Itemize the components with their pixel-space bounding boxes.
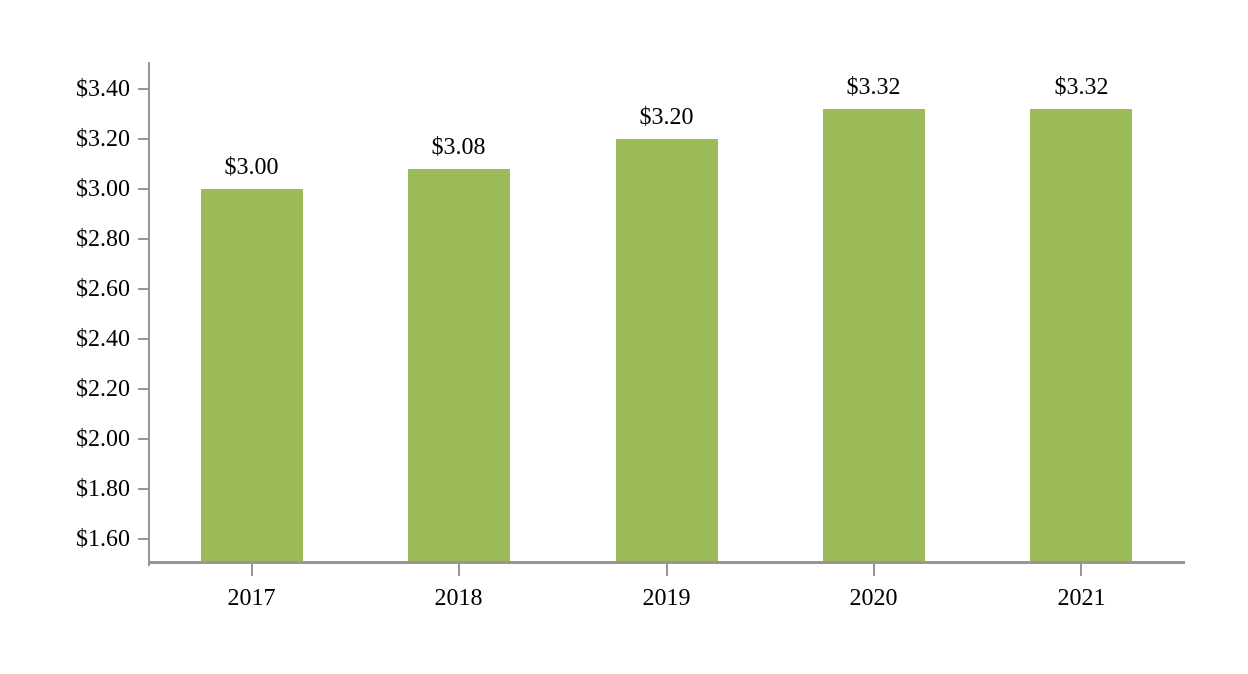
- y-tick-label: $3.00: [76, 176, 130, 202]
- x-tick-mark: [458, 564, 460, 576]
- y-tick-mark: [138, 188, 148, 190]
- y-tick-mark: [138, 138, 148, 140]
- y-tick-mark: [138, 88, 148, 90]
- y-tick-label: $2.60: [76, 276, 130, 302]
- x-tick-label-2018: 2018: [434, 585, 483, 611]
- x-tick-mark: [1080, 564, 1082, 576]
- bar-2017: [201, 189, 303, 564]
- bar-value-label-2018: $3.08: [431, 134, 486, 160]
- bar-value-label-2021: $3.32: [1054, 74, 1109, 100]
- y-tick-label: $2.20: [76, 376, 130, 402]
- y-tick-mark: [138, 488, 148, 490]
- y-tick-label: $2.40: [76, 326, 130, 352]
- x-tick-label-2020: 2020: [849, 585, 898, 611]
- x-tick-label-2017: 2017: [227, 585, 276, 611]
- bar-value-label-2017: $3.00: [224, 154, 279, 180]
- y-axis-line: [148, 62, 150, 566]
- y-tick-mark: [138, 438, 148, 440]
- x-axis-line: [148, 561, 1185, 564]
- y-tick-mark: [138, 538, 148, 540]
- bar-2018: [408, 169, 510, 564]
- y-tick-mark: [138, 288, 148, 290]
- y-tick-label: $2.80: [76, 226, 130, 252]
- bar-2021: [1030, 109, 1132, 564]
- y-tick-label: $2.00: [76, 426, 130, 452]
- y-tick-label: $3.40: [76, 76, 130, 102]
- x-tick-mark: [251, 564, 253, 576]
- x-tick-label-2019: 2019: [642, 585, 691, 611]
- y-tick-mark: [138, 338, 148, 340]
- x-tick-mark: [666, 564, 668, 576]
- bar-value-label-2020: $3.32: [846, 74, 901, 100]
- bar-2020: [823, 109, 925, 564]
- y-tick-label: $1.80: [76, 476, 130, 502]
- bar-value-label-2019: $3.20: [639, 104, 694, 130]
- y-tick-mark: [138, 238, 148, 240]
- x-tick-mark: [873, 564, 875, 576]
- y-tick-label: $3.20: [76, 126, 130, 152]
- y-tick-label: $1.60: [76, 526, 130, 552]
- y-tick-mark: [138, 388, 148, 390]
- x-tick-label-2021: 2021: [1057, 585, 1106, 611]
- bar-2019: [616, 139, 718, 564]
